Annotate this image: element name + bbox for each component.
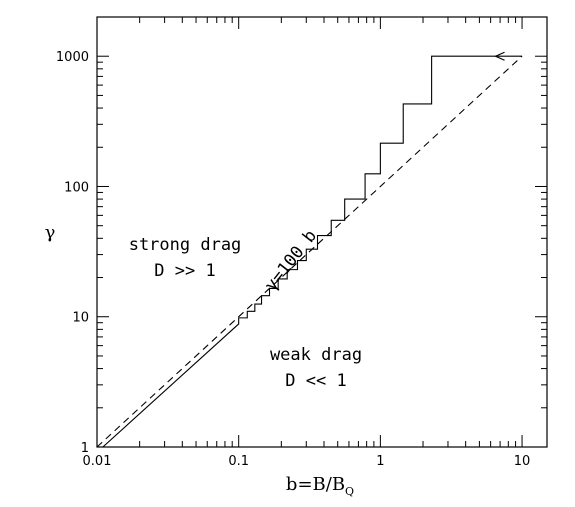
weak-drag-condition: D << 1 [285, 371, 346, 391]
trajectory-arrowhead [494, 51, 505, 61]
staircase-trajectory-line [102, 55, 523, 448]
dashed-reference-line [96, 55, 523, 448]
plot-frame [96, 16, 548, 448]
dashed-line-label: γ=100 b [261, 226, 321, 295]
y-tick-label: 1 [81, 441, 89, 456]
x-axis-label: b=B/BQ [286, 474, 354, 498]
x-tick-label: 10 [514, 454, 531, 469]
axis-tick-labels: 0.01 0.1 1 10 1 10 100 1000 [56, 50, 530, 469]
x-tick-label: 1 [376, 454, 384, 469]
y-tick-label: 100 [64, 180, 89, 195]
y-tick-label: 1000 [56, 50, 89, 65]
x-axis-label-main: b=B/B [286, 474, 345, 495]
y-axis-label: γ [45, 222, 56, 243]
y-tick-label: 10 [72, 311, 89, 326]
weak-drag-label: weak drag [270, 345, 362, 365]
data-series [96, 51, 523, 448]
axis-ticks [96, 16, 547, 448]
x-tick-label: 0.1 [228, 454, 249, 469]
strong-drag-label: strong drag [129, 235, 242, 255]
strong-drag-condition: D >> 1 [154, 261, 215, 281]
x-axis-label-subscript: Q [345, 485, 354, 498]
x-tick-label: 0.01 [83, 454, 112, 469]
